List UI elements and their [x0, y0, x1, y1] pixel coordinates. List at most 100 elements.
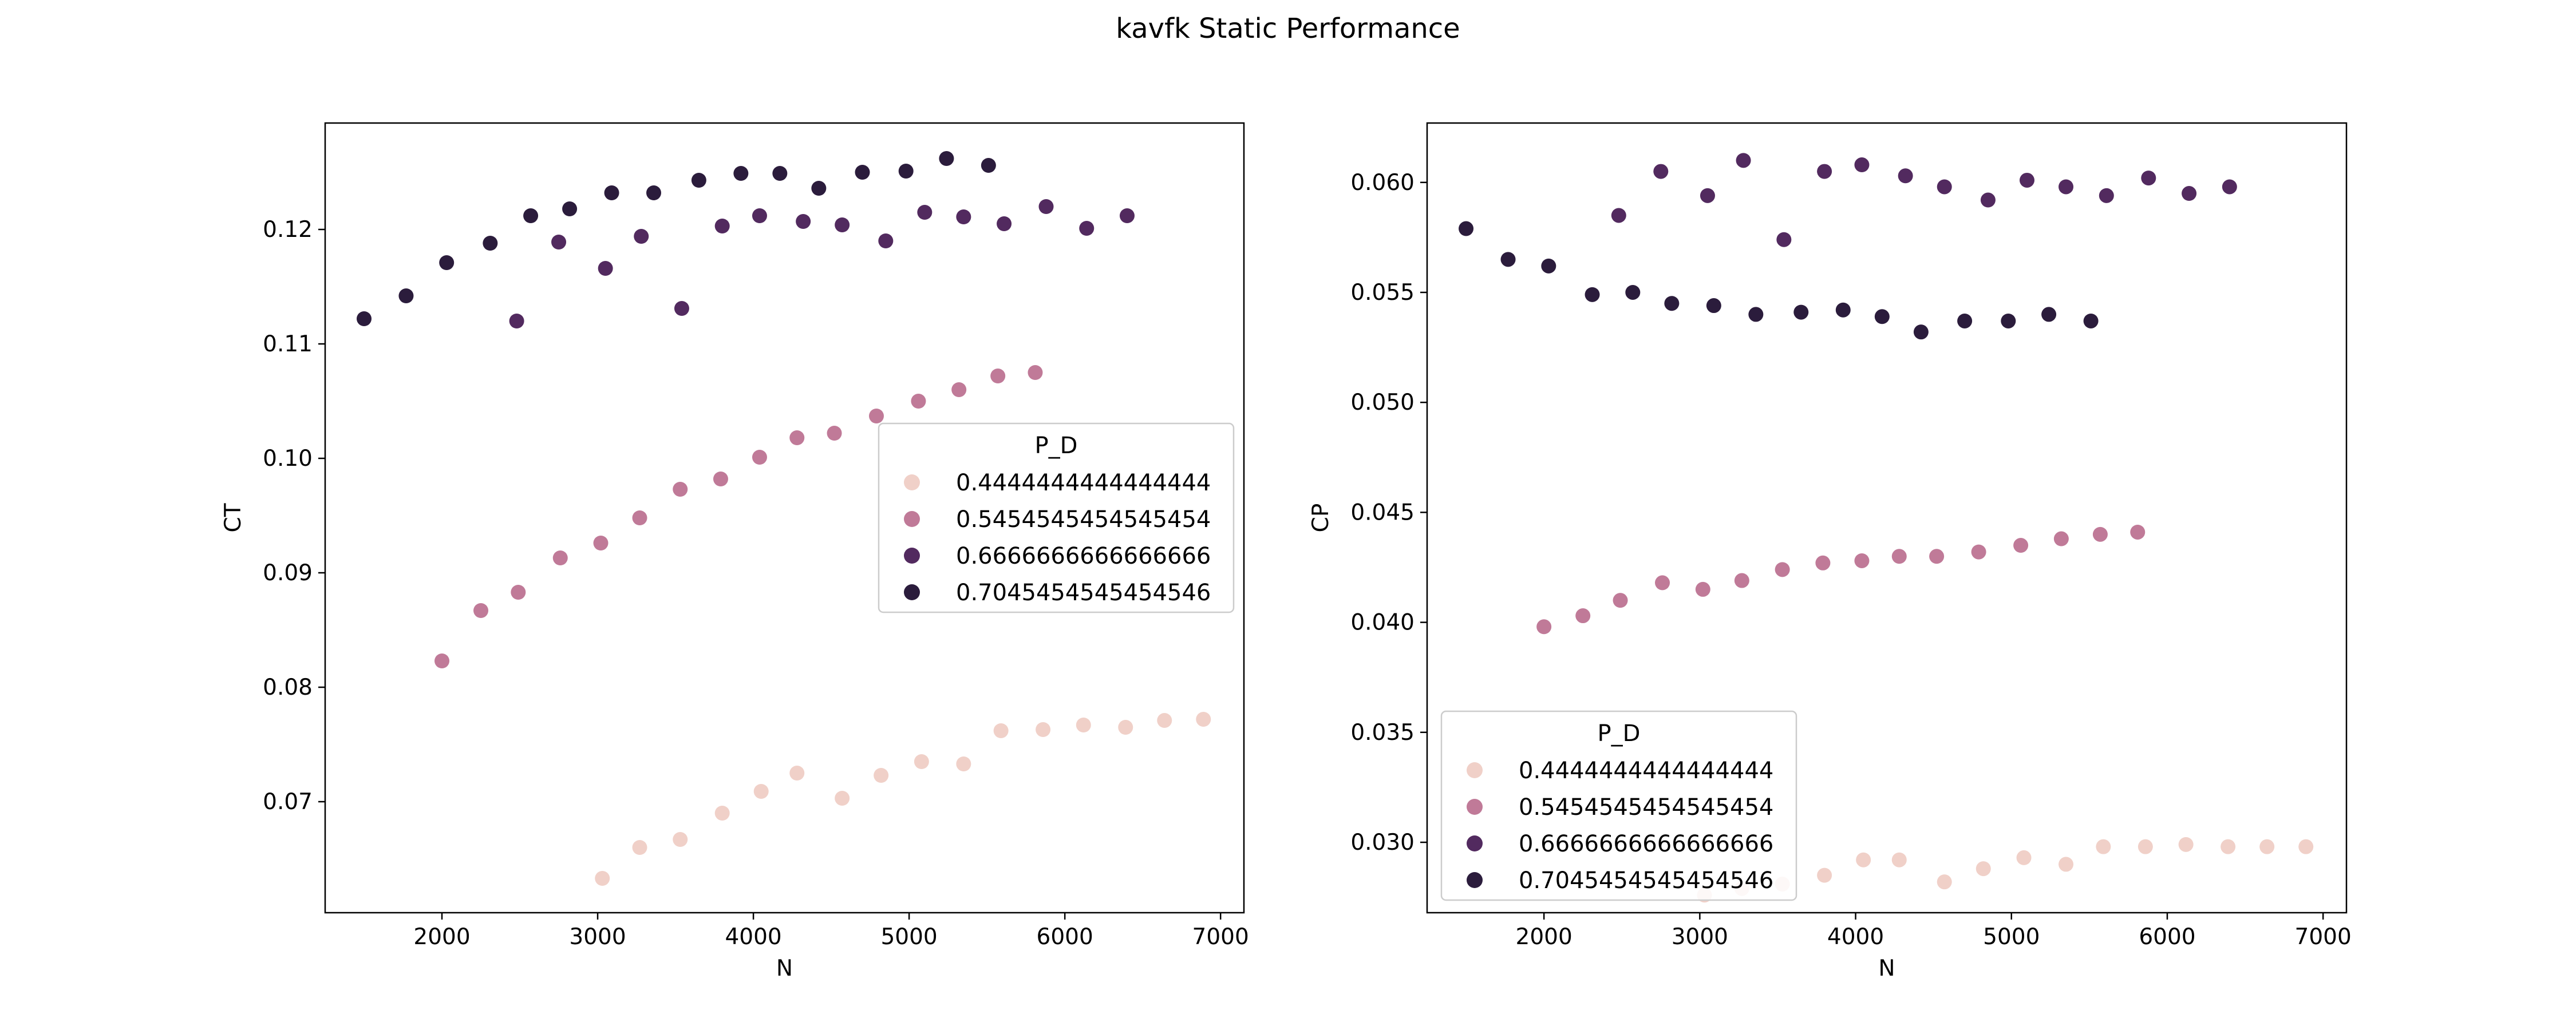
data-point — [509, 314, 524, 328]
data-point — [1748, 307, 1764, 322]
y-tick-label: 0.050 — [1350, 390, 1415, 415]
series-3 — [357, 151, 996, 326]
legend-marker — [1467, 799, 1483, 815]
x-tick-label: 6000 — [2139, 924, 2195, 950]
data-point — [993, 723, 1009, 738]
data-point — [1585, 287, 1600, 302]
data-point — [811, 181, 827, 196]
x-tick-label: 7000 — [2295, 924, 2352, 950]
data-point — [1775, 562, 1790, 577]
data-point — [772, 166, 788, 181]
data-point — [1971, 544, 1986, 560]
data-point — [714, 806, 730, 821]
data-point — [632, 510, 647, 525]
data-point — [673, 482, 688, 497]
legend-marker — [904, 511, 920, 527]
x-tick-label: 6000 — [1037, 924, 1093, 950]
data-point — [2221, 839, 2236, 854]
data-point — [1957, 313, 1973, 328]
data-point — [1835, 302, 1851, 318]
series-2 — [509, 199, 1135, 328]
data-point — [1575, 608, 1591, 624]
data-point — [1038, 199, 1054, 214]
data-point — [552, 550, 568, 565]
data-point — [646, 185, 661, 200]
data-point — [1625, 284, 1641, 300]
data-point — [789, 430, 805, 445]
data-point — [1891, 852, 1907, 867]
data-point — [1856, 852, 1871, 867]
legend-entry: 0.7045454545454546 — [956, 580, 1211, 606]
series-3 — [1459, 221, 2099, 340]
chart-panel-cp: 2000 3000 4000 5000 6000 7000 0.030 0.035 0.040 0… — [1308, 122, 2352, 981]
data-point — [1653, 164, 1669, 179]
data-point — [2059, 179, 2074, 195]
data-point — [2130, 524, 2146, 540]
data-point — [1913, 324, 1929, 340]
x-tick-label: 5000 — [1983, 924, 2040, 950]
data-point — [733, 166, 749, 181]
data-point — [874, 768, 889, 783]
x-tick-label: 2000 — [413, 924, 470, 950]
data-point — [1874, 309, 1890, 324]
data-point — [1929, 549, 1945, 564]
plot-frame — [1426, 122, 2348, 914]
data-point — [898, 164, 914, 179]
data-point — [1196, 712, 1211, 727]
data-point — [835, 791, 850, 806]
data-point — [1898, 168, 1913, 184]
data-point — [674, 301, 689, 316]
x-axis-label: N — [776, 956, 793, 981]
data-point — [997, 216, 1012, 231]
data-point — [1118, 720, 1133, 735]
y-tick-label: 0.035 — [1350, 720, 1415, 746]
data-point — [1036, 722, 1051, 737]
data-point — [1817, 164, 1832, 179]
data-point — [2141, 171, 2156, 186]
data-point — [939, 151, 954, 166]
data-point — [1980, 192, 1996, 208]
data-point — [2298, 839, 2314, 854]
data-point — [956, 209, 971, 224]
y-tick-label: 0.040 — [1350, 610, 1415, 636]
data-point — [1695, 581, 1710, 597]
y-tick-label: 0.060 — [1350, 170, 1415, 196]
data-point — [1817, 867, 1832, 883]
data-point — [1076, 718, 1091, 732]
x-tick-label: 7000 — [1192, 924, 1249, 950]
legend-box — [878, 422, 1235, 613]
figure-title: kavfk Static Performance — [1116, 13, 1460, 45]
legend-marker — [1467, 872, 1483, 888]
legend-entry: 0.4444444444444444 — [1519, 758, 1773, 784]
data-point — [483, 236, 498, 251]
x-tick-label: 5000 — [880, 924, 937, 950]
data-point — [917, 205, 933, 220]
data-point — [753, 784, 769, 799]
data-point — [598, 261, 613, 276]
legend-entry: 0.6666666666666666 — [1519, 831, 1773, 857]
legend-title: P_D — [1035, 433, 1078, 459]
data-point — [2016, 850, 2032, 865]
legend-marker — [1467, 762, 1483, 778]
data-point — [2222, 179, 2237, 195]
x-axis-label: N — [1878, 956, 1895, 981]
data-point — [551, 235, 567, 249]
y-tick-label: 0.09 — [263, 560, 313, 586]
data-point — [713, 472, 728, 486]
series-2 — [1611, 153, 2237, 247]
y-axis-label: CP — [1308, 504, 1334, 533]
data-point — [714, 219, 730, 233]
data-point — [1891, 549, 1907, 564]
legend-box — [1440, 710, 1797, 901]
y-tick-label: 0.12 — [263, 217, 313, 243]
data-point — [827, 426, 842, 441]
data-point — [2099, 188, 2114, 203]
legend-marker — [904, 548, 920, 564]
data-point — [1541, 258, 1556, 274]
y-tick-label: 0.055 — [1350, 280, 1415, 306]
data-point — [1776, 232, 1792, 247]
data-point — [1976, 861, 1991, 877]
data-point — [789, 766, 805, 781]
data-point — [2182, 186, 2197, 201]
